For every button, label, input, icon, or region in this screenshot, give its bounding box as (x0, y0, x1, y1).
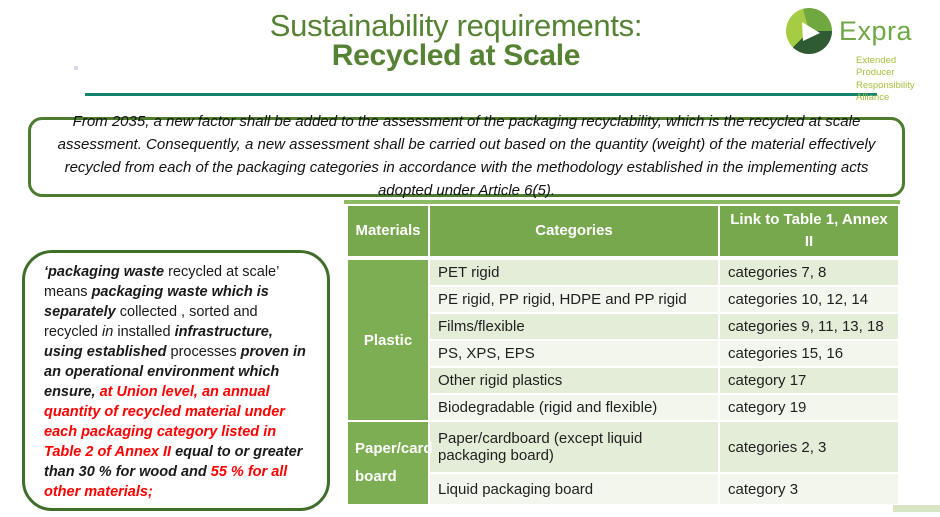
tagline-line: Extended (856, 55, 897, 66)
materials-table: Materials Categories Link to Table 1, An… (346, 204, 900, 506)
link-cell: categories 15, 16 (720, 341, 898, 366)
category-cell: Other rigid plastics (430, 368, 718, 393)
callout-run: infrastructure, using established (44, 324, 273, 360)
table-row: Plastic PET rigid categories 7, 8 (348, 260, 898, 420)
logo-tagline: Extended Producer Responsibility Allianc… (856, 55, 938, 104)
table-row: PE rigid, PP rigid, HDPE and PP rigid ca… (348, 287, 898, 312)
intro-text-box: From 2035, a new factor shall be added t… (28, 113, 905, 199)
callout-run: recycled at scale’ means (44, 264, 279, 300)
category-cell: PS, XPS, EPS (430, 341, 718, 366)
table-row: Liquid packaging board category 3 (348, 474, 898, 504)
cropped-table-fragment (893, 505, 940, 512)
intro-text: From 2035, a new factor shall be added t… (57, 113, 876, 199)
link-cell: category 3 (720, 474, 898, 504)
table-row: Paper/card board Paper/cardboard (except… (348, 422, 898, 504)
category-cell: PET rigid (430, 260, 718, 285)
link-cell: categories 9, 11, 13, 18 (720, 314, 898, 339)
link-cell: categories 10, 12, 14 (720, 287, 898, 312)
materials-table-wrap: Materials Categories Link to Table 1, An… (346, 204, 900, 506)
table-row: Films/flexible categories 9, 11, 13, 18 (348, 314, 898, 339)
table-row: Biodegradable (rigid and flexible) categ… (348, 395, 898, 420)
callout-run: packaging waste which is separately (44, 284, 269, 320)
title-line-1: Sustainability requirements: (269, 8, 643, 43)
callout-run: ‘packaging waste (44, 264, 165, 280)
table-header-categories: Categories (430, 206, 718, 258)
callout-run: in (102, 324, 118, 340)
callout-run: installed (117, 324, 175, 340)
material-cell-paper: Paper/card board (348, 422, 433, 504)
tagline-line: Alliance (856, 92, 890, 104)
category-cell: PE rigid, PP rigid, HDPE and PP rigid (430, 287, 718, 312)
callout-run: proven in an operational environment whi… (44, 344, 306, 400)
tagline-line: Responsibility (856, 79, 915, 91)
title-divider (85, 93, 877, 96)
callout-run-highlight: at Union level, an annual quantity of re… (44, 384, 285, 460)
logo-brand-text: Expra (839, 15, 913, 46)
link-cell: categories 2, 3 (720, 422, 898, 472)
category-cell: Biodegradable (rigid and flexible) (430, 395, 718, 420)
link-cell: category 17 (720, 368, 898, 393)
table-header-materials: Materials (348, 206, 428, 258)
definition-callout-box: ‘packaging waste recycled at scale’ mean… (22, 250, 330, 511)
table-row: PS, XPS, EPS categories 15, 16 (348, 341, 898, 366)
title-line-2: Recycled at Scale (331, 39, 581, 72)
category-cell: Liquid packaging board (430, 474, 718, 504)
table-header-link: Link to Table 1, Annex II (720, 206, 898, 258)
callout-run-highlight: 55 % for all other materials; (44, 464, 288, 500)
link-cell: categories 7, 8 (720, 260, 898, 285)
category-cell: Films/flexible (430, 314, 718, 339)
callout-run: equal to or greater than 30 % for wood a… (44, 444, 303, 480)
table-row: Other rigid plastics category 17 (348, 368, 898, 393)
table-top-border (344, 200, 900, 204)
category-cell: Paper/cardboard (except liquid packaging… (430, 422, 718, 472)
callout-run: collected , sorted and recycled (44, 304, 258, 340)
tagline-line: Producer (856, 67, 895, 79)
callout-run: processes (170, 344, 241, 360)
expra-logo: Expra Extended Producer Responsibility A… (786, 8, 938, 104)
recycling-circle-icon (786, 8, 832, 54)
table-header-row: Materials Categories Link to Table 1, An… (348, 206, 898, 258)
page-title: Sustainability requirements: Recycled at… (0, 8, 912, 73)
stray-pixel-artifact (74, 66, 78, 70)
material-cell-plastic: Plastic (348, 260, 428, 420)
link-cell: category 19 (720, 395, 898, 420)
